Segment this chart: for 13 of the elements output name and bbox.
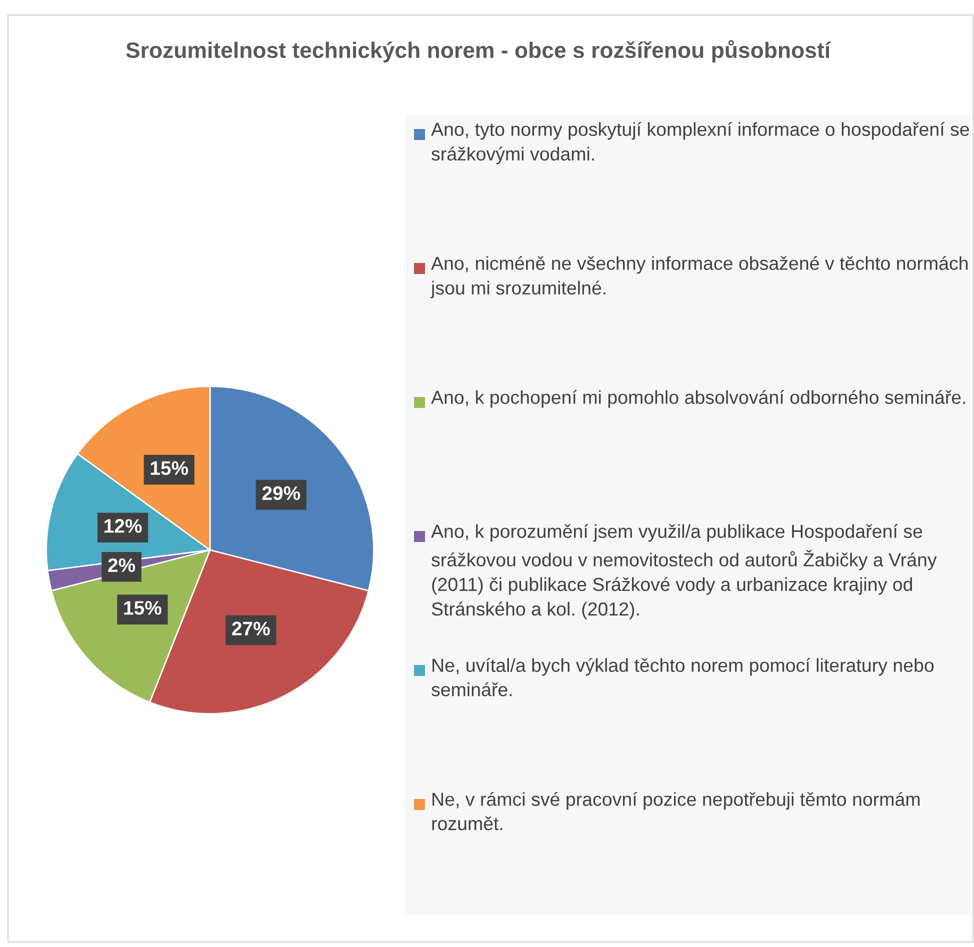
- data-label: 29%: [262, 486, 300, 500]
- chart-title: Srozumitelnost technických norem - obce s rozšířenou působností: [126, 40, 832, 62]
- data-label: 27%: [232, 622, 270, 636]
- legend-label: Ano, tyto normy poskytují komplexní informace o hospodaření se srážkovými vodami.: [431, 122, 969, 164]
- data-label: 2%: [108, 558, 136, 572]
- data-label: 15%: [124, 601, 162, 615]
- legend-label: Ne, uvítal/a bych výklad těchto norem pomocí literatury nebo semináře.: [432, 658, 934, 696]
- data-label: 12%: [104, 519, 142, 533]
- legend-label: Ano, nicméně ne všechny informace obsažené v těchto normách jsou mi srozumitelné.: [430, 256, 968, 298]
- data-label: 15%: [150, 461, 188, 475]
- legend-label: Ano, k porozumění jsem využil/a publikace Hospodaření se srážkovou vodou v nemovitostech od autorů Žabičky a Vrány (2011) či publikace Srážkové vody a urbanizace krajiny od Stránského a kol. (2012).: [431, 524, 937, 620]
- legend-label: Ne, v rámci své pracovní pozice nepotřebuji těmto normám rozumět.: [432, 792, 920, 830]
- legend-label: Ano, k pochopení mi pomohlo absolvování odborného semináře.: [431, 390, 966, 408]
